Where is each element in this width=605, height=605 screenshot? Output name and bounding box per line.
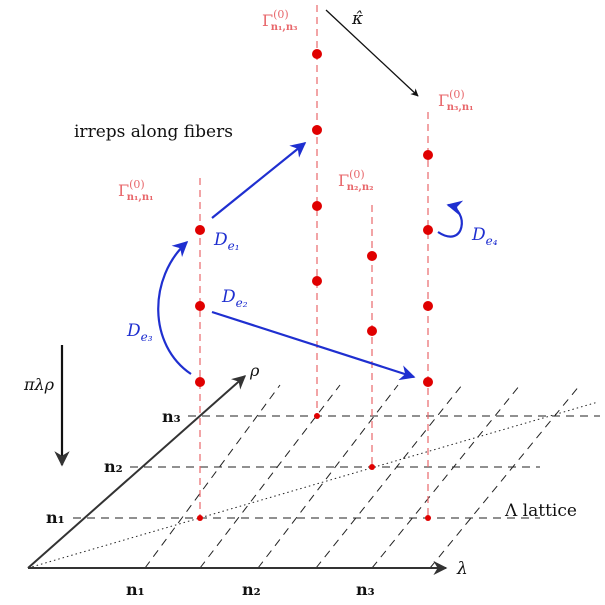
De1-arrow [211,142,307,219]
axes [27,375,448,575]
De4-arrow [437,200,464,238]
kappa-arrow [325,9,419,97]
fiber-base-points [197,413,431,521]
De2-label: De₂ [221,287,248,310]
rho-tick-n1: n₁ [46,508,65,527]
irrep-dot [312,125,322,135]
base-point-n1n3 [314,413,320,419]
irrep-dot [423,301,433,311]
De3-arrow [157,240,192,375]
lambda-tick-n3: n₃ [356,580,375,599]
lambda-tick-n2: n₂ [242,580,261,599]
lattice-diag-4 [315,384,463,569]
De2-arrow [211,310,416,381]
irrep-dots [195,49,433,387]
base-point-n1n1 [197,515,203,521]
kappa-hat-label: κ̂ [351,9,363,29]
transition-arrows [157,142,464,381]
gamma-n1n1-label: Γ(0) n₁,n₁ [118,178,154,203]
gamma-n1n3-label: Γ(0) n₁,n₃ [262,8,298,33]
lattice-diag-1 [144,384,281,569]
dotted-diagonal [27,401,599,569]
irrep-dot [367,326,377,336]
lattice-label: Λ lattice [504,501,577,521]
lambda-tick-n1: n₁ [126,580,145,599]
irrep-dot [423,225,433,235]
rho-tick-n3: n₃ [162,407,181,426]
lattice-horizontal-lines [73,415,600,519]
irrep-dot [423,377,433,387]
lattice-diagonal-lines [144,384,581,569]
irrep-dot [195,377,205,387]
irrep-dot [423,150,433,160]
rho-tick-n2: n₂ [104,457,123,476]
De4-label: De₄ [471,225,498,248]
irrep-dot [195,225,205,235]
irrep-dot [312,276,322,286]
irrep-dot [195,301,205,311]
base-point-n2n2 [369,464,375,470]
projection-label: πλρ [23,375,55,394]
gamma-n3n1-label: Γ(0) n₃,n₁ [438,88,474,113]
rho-axis [27,375,247,569]
gamma-n2n2-label: Γ(0) n₂,n₂ [338,168,374,193]
base-point-n3n1 [425,515,431,521]
De1-label: De₁ [213,230,240,253]
lattice-diag-2 [199,384,341,569]
De3-label: De₃ [126,321,153,344]
lattice-diag-3 [257,384,399,569]
irrep-dot [367,251,377,261]
lattice-diag-5 [371,384,521,569]
lambda-label: λ [456,559,468,579]
irrep-dot [312,201,322,211]
irreps-along-fibers-label: irreps along fibers [74,122,233,142]
lattice-diag-6 [429,384,581,569]
irrep-dot [312,49,322,59]
rho-label: ρ [249,361,260,380]
fibers [199,5,429,518]
